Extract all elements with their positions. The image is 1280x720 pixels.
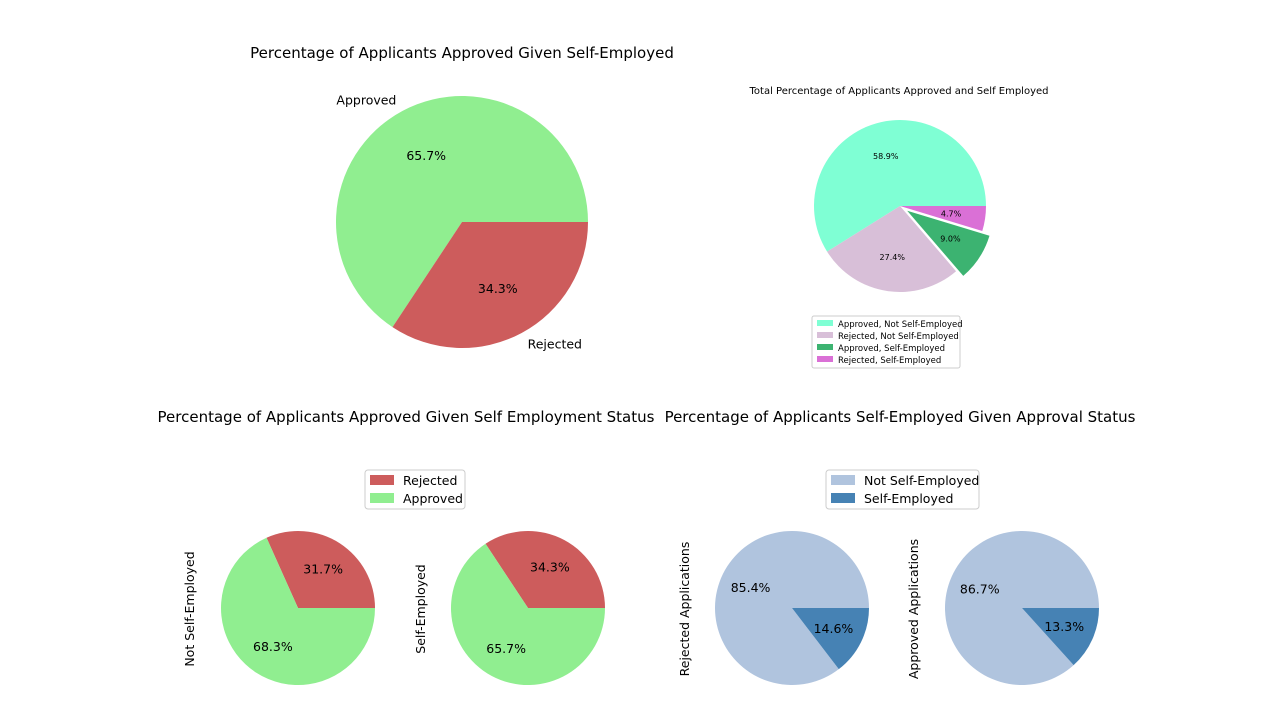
pie-approval-given-self-employed: 65.7% Approved 34.3% Rejected bbox=[336, 92, 588, 351]
legend-label: Not Self-Employed bbox=[864, 473, 979, 488]
legend-frame bbox=[825, 469, 980, 510]
chart-title: Percentage of Applicants Approved Given … bbox=[158, 408, 655, 426]
pie-slice-self-employed bbox=[1022, 608, 1099, 666]
pie-pct-label: 85.4% bbox=[731, 580, 771, 595]
legend-swatch bbox=[817, 344, 833, 350]
chart-approval-given-employment-status: Percentage of Applicants Approved Given … bbox=[158, 408, 655, 685]
pie-slice-rejected bbox=[485, 530, 605, 608]
legend-item: Approved, Not Self-Employed bbox=[817, 320, 963, 330]
legend-label: Approved, Not Self-Employed bbox=[838, 320, 963, 330]
pie-slice-not-self-employed bbox=[715, 530, 869, 685]
legend-swatch bbox=[817, 356, 833, 362]
legend-item: Rejected, Not Self-Employed bbox=[817, 332, 959, 342]
legend-item: Not Self-Employed bbox=[831, 473, 979, 488]
pie-ylabel: Not Self-Employed bbox=[182, 551, 197, 666]
legend-label: Approved bbox=[403, 491, 463, 506]
pie-slice-approved-not-self-employed bbox=[814, 120, 986, 252]
pie-pct-label: 34.3% bbox=[530, 560, 570, 575]
legend-swatch bbox=[370, 475, 394, 485]
legend-swatch bbox=[370, 493, 394, 503]
pie-slice-label: Approved bbox=[336, 92, 396, 107]
chart-title: Percentage of Applicants Self-Employed G… bbox=[665, 408, 1136, 426]
legend: Rejected Approved bbox=[364, 469, 466, 510]
pie-pct-label: 31.7% bbox=[303, 562, 343, 577]
pie-ylabel: Approved Applications bbox=[906, 539, 921, 679]
pie-slice-not-self-employed bbox=[945, 531, 1099, 686]
pie-pct-label: 65.7% bbox=[406, 148, 446, 163]
pie-pct-label: 68.3% bbox=[253, 639, 293, 654]
legend-label: Approved, Self-Employed bbox=[838, 344, 945, 354]
chart-title: Total Percentage of Applicants Approved … bbox=[749, 86, 1049, 97]
pie-slice-approved bbox=[221, 537, 375, 685]
pie-self-employed: 34.3% 65.7% bbox=[451, 530, 605, 685]
pie-slice-rejected bbox=[266, 531, 376, 608]
pie-not-self-employed: 31.7% 68.3% bbox=[221, 531, 376, 685]
pie-pct-label: 58.9% bbox=[873, 152, 899, 161]
legend-swatch bbox=[817, 332, 833, 338]
legend-item: Approved, Self-Employed bbox=[817, 344, 945, 354]
pie-slice-rejected-self-employed bbox=[900, 206, 986, 232]
pie-rejected-applications: 85.4% 14.6% bbox=[715, 530, 869, 685]
pie-slice-approved-self-employed bbox=[907, 210, 990, 276]
legend-swatch bbox=[831, 475, 855, 485]
pie-slice-approved bbox=[451, 543, 605, 685]
chart-total-approved-self-employed: Total Percentage of Applicants Approved … bbox=[749, 86, 1049, 369]
pie-slice-self-employed bbox=[792, 608, 869, 670]
pie-pct-label: 9.0% bbox=[940, 235, 961, 244]
legend-swatch bbox=[817, 320, 833, 326]
legend-item: Rejected, Self-Employed bbox=[817, 356, 941, 366]
pie-pct-label: 4.7% bbox=[941, 209, 962, 218]
legend: Not Self-Employed Self-Employed bbox=[825, 469, 980, 510]
legend-label: Self-Employed bbox=[864, 491, 953, 506]
chart-self-employed-given-approval: Percentage of Applicants Self-Employed G… bbox=[665, 408, 1136, 686]
chart-title: Percentage of Applicants Approved Given … bbox=[250, 44, 674, 62]
pie-slice-approved bbox=[336, 96, 588, 328]
pie-pct-label: 13.3% bbox=[1044, 619, 1084, 634]
legend-item: Approved bbox=[370, 491, 463, 506]
pie-pct-label: 86.7% bbox=[960, 582, 1000, 597]
pie-pct-label: 65.7% bbox=[486, 641, 526, 656]
pie-approved-applications: 86.7% 13.3% bbox=[945, 531, 1099, 686]
pie-ylabel: Rejected Applications bbox=[677, 542, 692, 677]
pie-pct-label: 14.6% bbox=[814, 621, 854, 636]
pie-slice-rejected-not-self-employed bbox=[827, 206, 957, 292]
legend-item: Rejected bbox=[370, 473, 457, 488]
legend-frame bbox=[811, 315, 961, 369]
pie-total-approved-self-employed: 58.9% 27.4% 9.0% 4.7% bbox=[814, 120, 990, 292]
legend: Approved, Not Self-Employed Rejected, No… bbox=[811, 315, 963, 369]
legend-swatch bbox=[831, 493, 855, 503]
legend-label: Rejected, Not Self-Employed bbox=[838, 332, 959, 342]
legend-item: Self-Employed bbox=[831, 491, 953, 506]
pie-slice-rejected bbox=[392, 222, 588, 349]
pie-pct-label: 34.3% bbox=[478, 281, 518, 296]
pie-ylabel: Self-Employed bbox=[413, 564, 428, 653]
legend-label: Rejected bbox=[403, 473, 457, 488]
pie-slice-label: Rejected bbox=[528, 336, 582, 351]
chart-approval-given-self-employed: Percentage of Applicants Approved Given … bbox=[250, 44, 674, 351]
legend-label: Rejected, Self-Employed bbox=[838, 356, 941, 366]
pie-pct-label: 27.4% bbox=[880, 253, 906, 262]
